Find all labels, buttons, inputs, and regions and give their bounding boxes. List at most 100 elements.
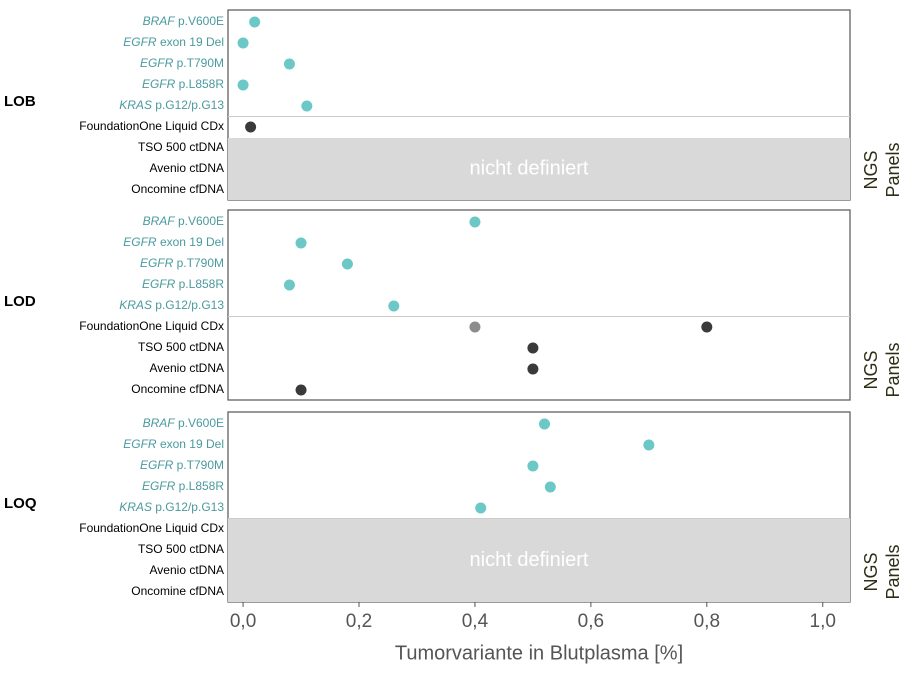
undefined-zone — [228, 138, 850, 200]
variant-name: p.V600E — [175, 214, 224, 228]
panel-row-label: Avenio ctDNA — [150, 161, 224, 175]
variant-label: EGFR p.L858R — [142, 479, 224, 493]
dot — [283, 58, 295, 70]
variant-label: EGFR p.T790M — [140, 56, 224, 70]
panel-frame — [227, 209, 851, 401]
undefined-zone — [228, 519, 850, 602]
gene-name: KRAS — [119, 298, 152, 312]
dot — [301, 100, 313, 112]
panel-row-label: FoundationOne Liquid CDx — [79, 521, 224, 535]
panel-row-label: Oncomine cfDNA — [131, 182, 224, 196]
gene-name: EGFR — [142, 479, 176, 493]
side-label-line: NGS — [861, 552, 881, 591]
variant-name: exon 19 Del — [157, 437, 224, 451]
dot — [295, 384, 307, 396]
variant-label: EGFR p.T790M — [140, 256, 224, 270]
gene-name: KRAS — [119, 500, 152, 514]
variant-name: p.G12/p.G13 — [152, 298, 224, 312]
panel-row-label: TSO 500 ctDNA — [138, 140, 224, 154]
panel-row-label: Avenio ctDNA — [150, 361, 224, 375]
side-label-line: NGS — [861, 350, 881, 389]
x-tick-label: 0,8 — [694, 611, 720, 632]
variant-name: p.T790M — [173, 56, 224, 70]
dot — [283, 279, 295, 291]
dot — [245, 121, 257, 133]
variant-name: p.V600E — [175, 14, 224, 28]
variant-label: EGFR p.L858R — [142, 77, 224, 91]
variant-label: EGFR p.T790M — [140, 458, 224, 472]
panel-row-label: Oncomine cfDNA — [131, 382, 224, 396]
side-label-line: Panels — [883, 142, 903, 197]
variant-label: EGFR exon 19 Del — [123, 35, 224, 49]
dot — [341, 258, 353, 270]
x-tick-label: 1,0 — [810, 611, 836, 632]
variant-name: exon 19 Del — [157, 35, 224, 49]
gene-name: EGFR — [123, 235, 157, 249]
variant-name: exon 19 Del — [157, 235, 224, 249]
panel-row-label: TSO 500 ctDNA — [138, 542, 224, 556]
dot — [469, 216, 481, 228]
x-axis-label: Tumorvariante in Blutplasma [%] — [395, 642, 683, 664]
dot — [701, 321, 713, 333]
dot — [469, 321, 481, 333]
variant-name: p.L858R — [175, 77, 224, 91]
gene-name: EGFR — [123, 35, 157, 49]
variant-name: p.L858R — [175, 479, 224, 493]
dot — [643, 439, 655, 451]
variant-label: KRAS p.G12/p.G13 — [119, 298, 224, 312]
dot — [388, 300, 400, 312]
dot — [475, 502, 487, 514]
x-tick-label: 0,4 — [462, 611, 489, 632]
side-label-line: NGS — [861, 150, 881, 189]
dot — [237, 79, 249, 91]
gene-name: EGFR — [142, 77, 176, 91]
variant-label: EGFR exon 19 Del — [123, 235, 224, 249]
panel-row-label: FoundationOne Liquid CDx — [79, 319, 224, 333]
gene-name: BRAF — [143, 214, 176, 228]
variant-label: BRAF p.V600E — [143, 14, 224, 28]
x-tick-label: 0,6 — [578, 611, 604, 632]
dot — [237, 37, 249, 49]
dot — [527, 363, 539, 375]
side-label-line: Panels — [883, 342, 903, 397]
variant-name: p.L858R — [175, 277, 224, 291]
dot — [527, 342, 539, 354]
annotation: nicht definiert — [470, 157, 589, 179]
panel-label: LOD — [4, 293, 36, 310]
variant-label: BRAF p.V600E — [143, 214, 224, 228]
panel-row-label: Avenio ctDNA — [150, 563, 224, 577]
panel-row-label: Oncomine cfDNA — [131, 584, 224, 598]
gene-name: KRAS — [119, 98, 152, 112]
gene-name: EGFR — [140, 458, 174, 472]
dot — [295, 237, 307, 249]
variant-name: p.G12/p.G13 — [152, 98, 224, 112]
dot — [539, 418, 551, 430]
variant-label: KRAS p.G12/p.G13 — [119, 98, 224, 112]
side-label: NGS Panels — [861, 142, 903, 197]
variant-label: EGFR exon 19 Del — [123, 437, 224, 451]
side-label-line: Panels — [883, 544, 903, 599]
dot — [544, 481, 556, 493]
annotation: nicht definiert — [470, 549, 589, 571]
variant-name: p.T790M — [173, 458, 224, 472]
gene-name: BRAF — [143, 14, 176, 28]
side-label: NGS Panels — [861, 342, 903, 397]
dot — [527, 460, 539, 472]
panel-row-label: FoundationOne Liquid CDx — [79, 119, 224, 133]
x-tick-label: 0,2 — [346, 611, 372, 632]
gene-name: EGFR — [140, 56, 174, 70]
panel-label: LOQ — [4, 495, 37, 512]
panel-label: LOB — [4, 93, 36, 110]
gene-name: BRAF — [143, 416, 176, 430]
dot — [249, 16, 261, 28]
gene-name: EGFR — [140, 256, 174, 270]
variant-name: p.G12/p.G13 — [152, 500, 224, 514]
panel-row-label: TSO 500 ctDNA — [138, 340, 224, 354]
x-tick-label: 0,0 — [230, 611, 256, 632]
variant-name: p.V600E — [175, 416, 224, 430]
variant-label: KRAS p.G12/p.G13 — [119, 500, 224, 514]
variant-label: EGFR p.L858R — [142, 277, 224, 291]
side-label: NGS Panels — [861, 544, 903, 599]
gene-name: EGFR — [142, 277, 176, 291]
